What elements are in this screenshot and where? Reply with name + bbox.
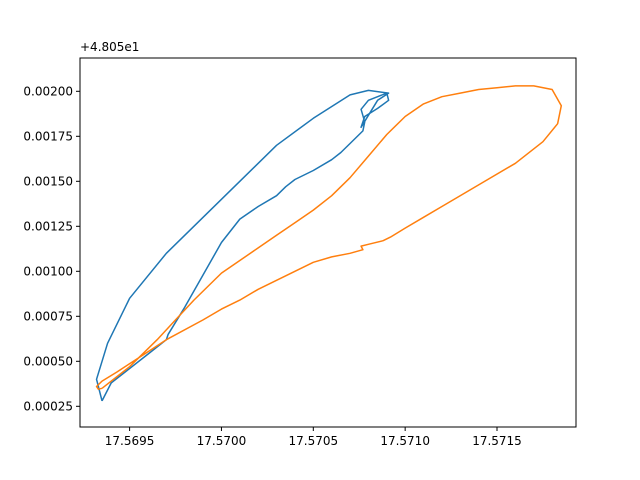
y-tick-label: 0.00025 [23,399,73,413]
y-tick-label: 0.00150 [23,174,73,188]
series-line-2 [95,85,563,390]
series-line-1 [95,89,390,402]
x-tick-label: 17.5700 [197,434,247,448]
y-tick-label: 0.00175 [23,129,73,143]
y-tick-label: 0.00100 [23,264,73,278]
y-tick-label: 0.00125 [23,219,73,233]
plot-lines [95,85,563,402]
y-tick-label: 0.00050 [23,354,73,368]
y-offset-label: +4.805e1 [80,40,139,54]
x-tick-label: 17.5705 [288,434,338,448]
y-tick-label: 0.00200 [23,84,73,98]
x-tick-label: 17.5715 [472,434,522,448]
y-tick-label: 0.00075 [23,309,73,323]
x-axis: 17.5695 17.5700 17.5705 17.5710 17.5715 [105,427,522,448]
plot-area-frame [79,57,577,428]
y-axis: 0.00025 0.00050 0.00075 0.00100 0.00125 0.001… [23,84,80,413]
x-tick-label: 17.5695 [105,434,155,448]
x-tick-label: 17.5710 [380,434,430,448]
